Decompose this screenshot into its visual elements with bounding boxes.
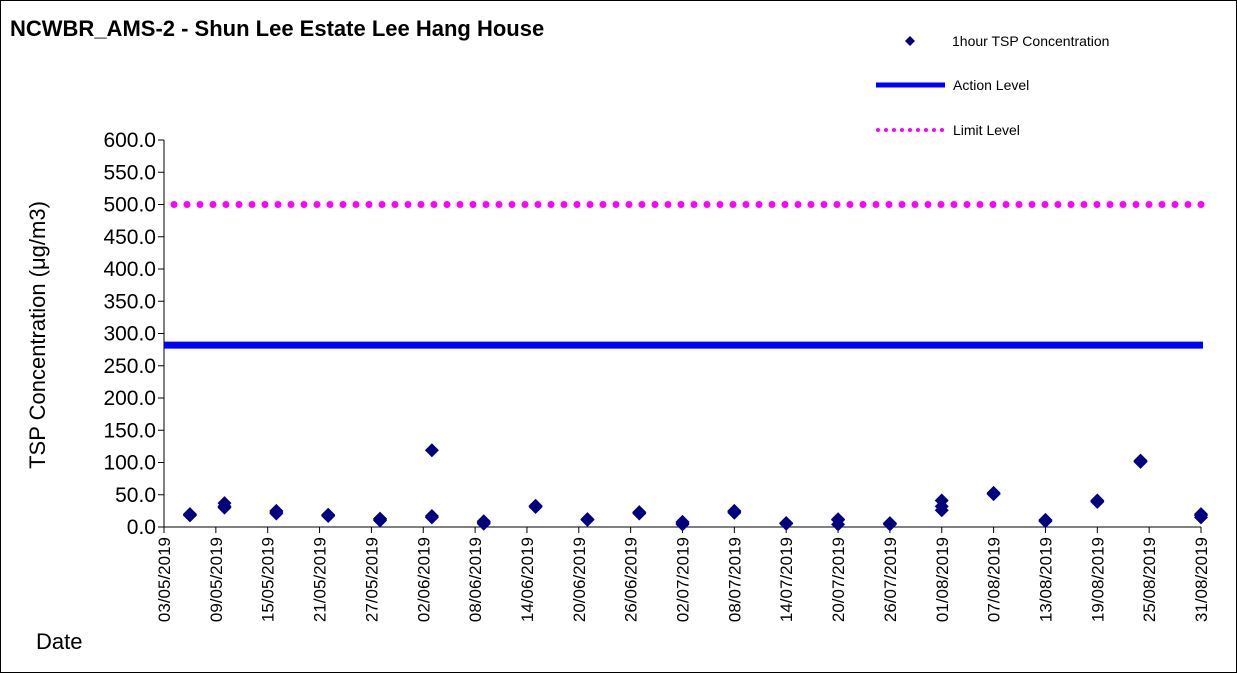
y-tick-label: 550.0 [103,161,156,184]
x-tick-label: 19/08/2019 [1088,537,1107,622]
y-tick-label: 150.0 [103,419,156,442]
chart-title: NCWBR_AMS-2 - Shun Lee Estate Lee Hang H… [10,16,544,41]
y-tick-label: 600.0 [103,129,156,152]
data-point [528,498,543,513]
y-tick-label: 350.0 [103,290,156,313]
legend-marker-scatter [905,36,915,46]
y-tick-label: 200.0 [103,387,156,410]
x-tick-label: 15/05/2019 [259,537,278,622]
x-tick-label: 13/08/2019 [1036,537,1055,622]
x-tick-label: 03/05/2019 [155,537,174,622]
x-tick-label: 02/07/2019 [674,537,693,622]
y-tick-label: 50.0 [115,484,156,507]
data-point [182,507,197,522]
data-point [1194,507,1208,522]
data-point [269,503,284,518]
y-tick-label: 400.0 [103,258,156,281]
y-tick-label: 100.0 [103,452,156,475]
x-tick-label: 26/07/2019 [881,537,900,622]
data-point [580,512,595,527]
legend-label: Action Level [953,77,1029,93]
y-axis: 0.0 50.0 100.0 150.0 200.0 250.0 300.0 350.0 400… [103,129,165,539]
x-tick-label: 21/05/2019 [311,537,330,622]
data-point [321,507,336,522]
x-tick-label: 31/08/2019 [1192,537,1211,622]
x-tick-label: 26/06/2019 [622,537,641,622]
data-point [934,493,949,508]
y-axis-label: TSP Concentration (μg/m3) [25,201,50,469]
data-point [373,511,388,526]
x-axis-label: Date [36,629,82,654]
x-tick-label: 20/06/2019 [570,537,589,622]
data-point [882,516,897,531]
legend-label: Limit Level [953,122,1020,138]
data-point [217,496,232,511]
y-tick-label: 500.0 [103,194,156,217]
legend: 1hour TSP Concentration Action Level Limit… [876,33,1109,138]
data-point [675,514,690,529]
x-tick-label: 14/06/2019 [518,537,537,622]
x-tick-label: 27/05/2019 [362,537,381,622]
data-point [1133,453,1148,468]
x-tick-label: 07/08/2019 [985,537,1004,622]
data-point [779,516,794,531]
x-tick-label: 09/05/2019 [207,537,226,622]
y-tick-label: 300.0 [103,323,156,346]
plot-area [164,201,1208,532]
y-tick-label: 450.0 [103,226,156,249]
legend-label: 1hour TSP Concentration [952,33,1109,49]
data-point [632,505,647,520]
x-tick-label: 25/08/2019 [1140,537,1159,622]
data-point [424,443,439,458]
data-point [986,485,1001,500]
x-tick-label: 08/06/2019 [466,537,485,622]
data-point [424,509,439,524]
data-point [831,512,846,527]
x-tick-label: 02/06/2019 [414,537,433,622]
x-axis: 03/05/2019 09/05/2019 15/05/2019 21/05/2019… [155,526,1211,622]
y-tick-label: 250.0 [103,355,156,378]
data-point [476,514,491,529]
data-point [727,503,742,518]
y-tick-label: 0.0 [127,516,156,539]
x-tick-label: 14/07/2019 [777,537,796,622]
x-tick-label: 20/07/2019 [829,537,848,622]
x-tick-label: 01/08/2019 [933,537,952,622]
data-point [1090,493,1105,508]
data-point [1038,512,1053,527]
x-tick-label: 08/07/2019 [725,537,744,622]
